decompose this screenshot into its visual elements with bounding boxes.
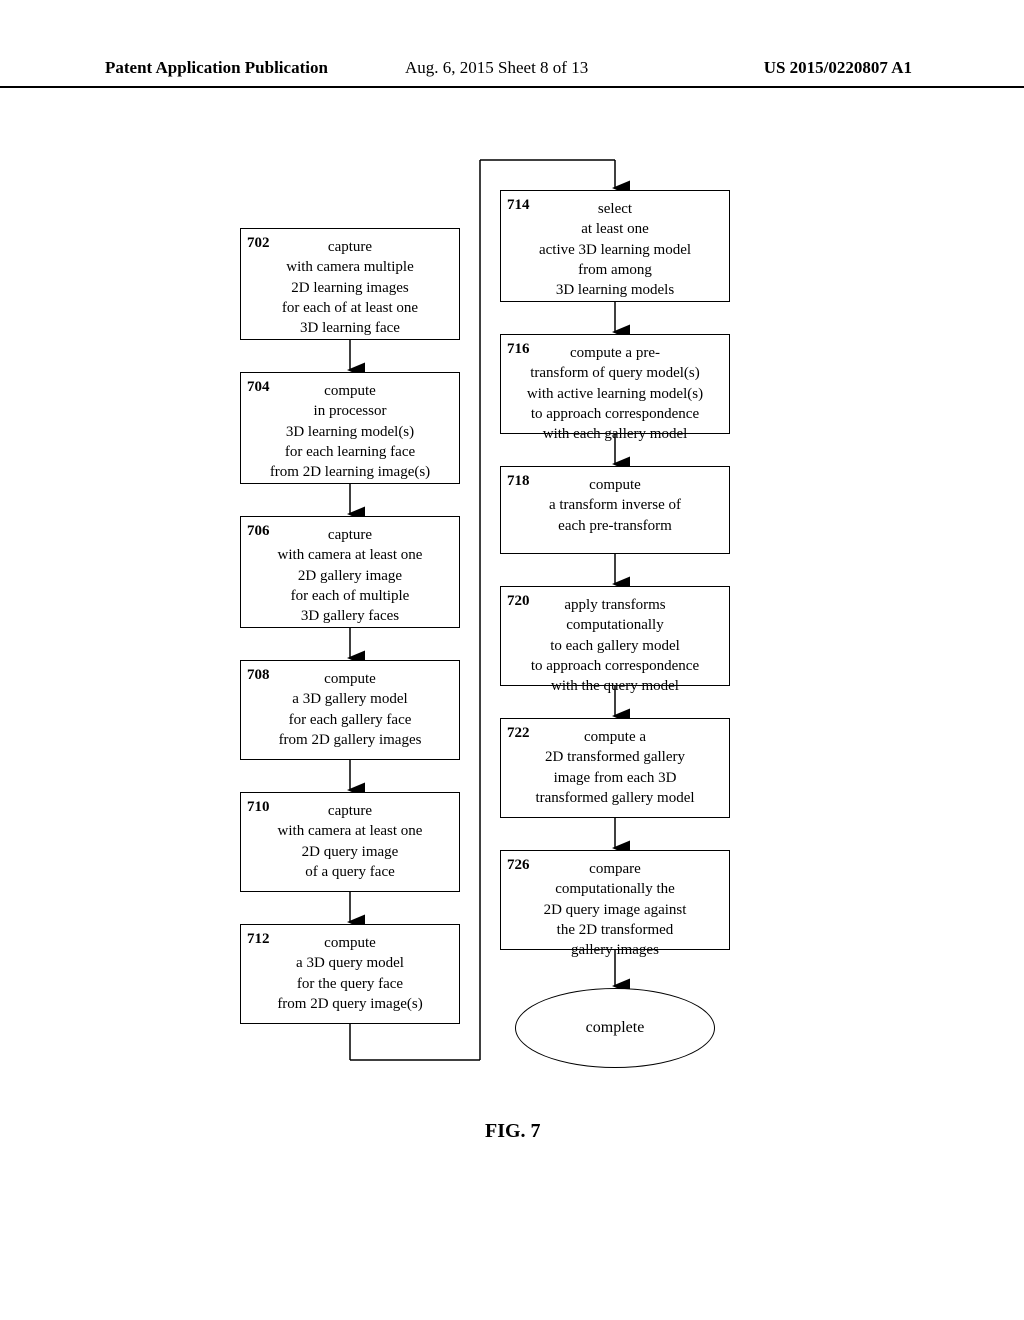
terminal-node: complete xyxy=(515,988,715,1068)
flowchart-node-726: 726compare computationally the 2D query … xyxy=(500,850,730,950)
node-number: 716 xyxy=(507,339,530,359)
header-right-text: US 2015/0220807 A1 xyxy=(764,58,912,78)
node-text: capture with camera multiple 2D learning… xyxy=(249,235,451,338)
node-text: compute a 3D query model for the query f… xyxy=(249,931,451,1014)
flowchart-node-706: 706capture with camera at least one 2D g… xyxy=(240,516,460,628)
node-number: 702 xyxy=(247,233,270,253)
node-text: compute in processor 3D learning model(s… xyxy=(249,379,451,482)
node-text: compute a 3D gallery model for each gall… xyxy=(249,667,451,750)
node-number: 708 xyxy=(247,665,270,685)
node-number: 706 xyxy=(247,521,270,541)
header-left-text: Patent Application Publication xyxy=(105,58,328,78)
page: Patent Application Publication Aug. 6, 2… xyxy=(0,0,1024,1320)
node-text: compare computationally the 2D query ima… xyxy=(509,857,721,960)
node-text: compute a 2D transformed gallery image f… xyxy=(509,725,721,808)
node-number: 712 xyxy=(247,929,270,949)
node-text: apply transforms computationally to each… xyxy=(509,593,721,696)
node-number: 722 xyxy=(507,723,530,743)
node-text: compute a pre- transform of query model(… xyxy=(509,341,721,444)
figure-label: FIG. 7 xyxy=(485,1120,541,1143)
node-text: capture with camera at least one 2D gall… xyxy=(249,523,451,626)
flowchart-node-712: 712compute a 3D query model for the quer… xyxy=(240,924,460,1024)
node-number: 714 xyxy=(507,195,530,215)
node-text: compute a transform inverse of each pre-… xyxy=(509,473,721,536)
flowchart-node-718: 718compute a transform inverse of each p… xyxy=(500,466,730,554)
node-text: complete xyxy=(586,1019,645,1037)
node-number: 720 xyxy=(507,591,530,611)
node-number: 704 xyxy=(247,377,270,397)
connectors-svg xyxy=(0,150,1024,1250)
page-header: Patent Application Publication Aug. 6, 2… xyxy=(0,58,1024,88)
node-text: select at least one active 3D learning m… xyxy=(509,197,721,300)
node-text: capture with camera at least one 2D quer… xyxy=(249,799,451,882)
node-number: 726 xyxy=(507,855,530,875)
flowchart-node-708: 708compute a 3D gallery model for each g… xyxy=(240,660,460,760)
flowchart-node-710: 710capture with camera at least one 2D q… xyxy=(240,792,460,892)
flowchart-node-722: 722compute a 2D transformed gallery imag… xyxy=(500,718,730,818)
flowchart-node-714: 714select at least one active 3D learnin… xyxy=(500,190,730,302)
header-center-text: Aug. 6, 2015 Sheet 8 of 13 xyxy=(405,58,588,78)
flowchart-node-716: 716compute a pre- transform of query mod… xyxy=(500,334,730,434)
flowchart-node-702: 702capture with camera multiple 2D learn… xyxy=(240,228,460,340)
flowchart-node-704: 704compute in processor 3D learning mode… xyxy=(240,372,460,484)
flowchart-diagram: 702capture with camera multiple 2D learn… xyxy=(0,150,1024,1250)
node-number: 710 xyxy=(247,797,270,817)
node-number: 718 xyxy=(507,471,530,491)
flowchart-node-720: 720apply transforms computationally to e… xyxy=(500,586,730,686)
